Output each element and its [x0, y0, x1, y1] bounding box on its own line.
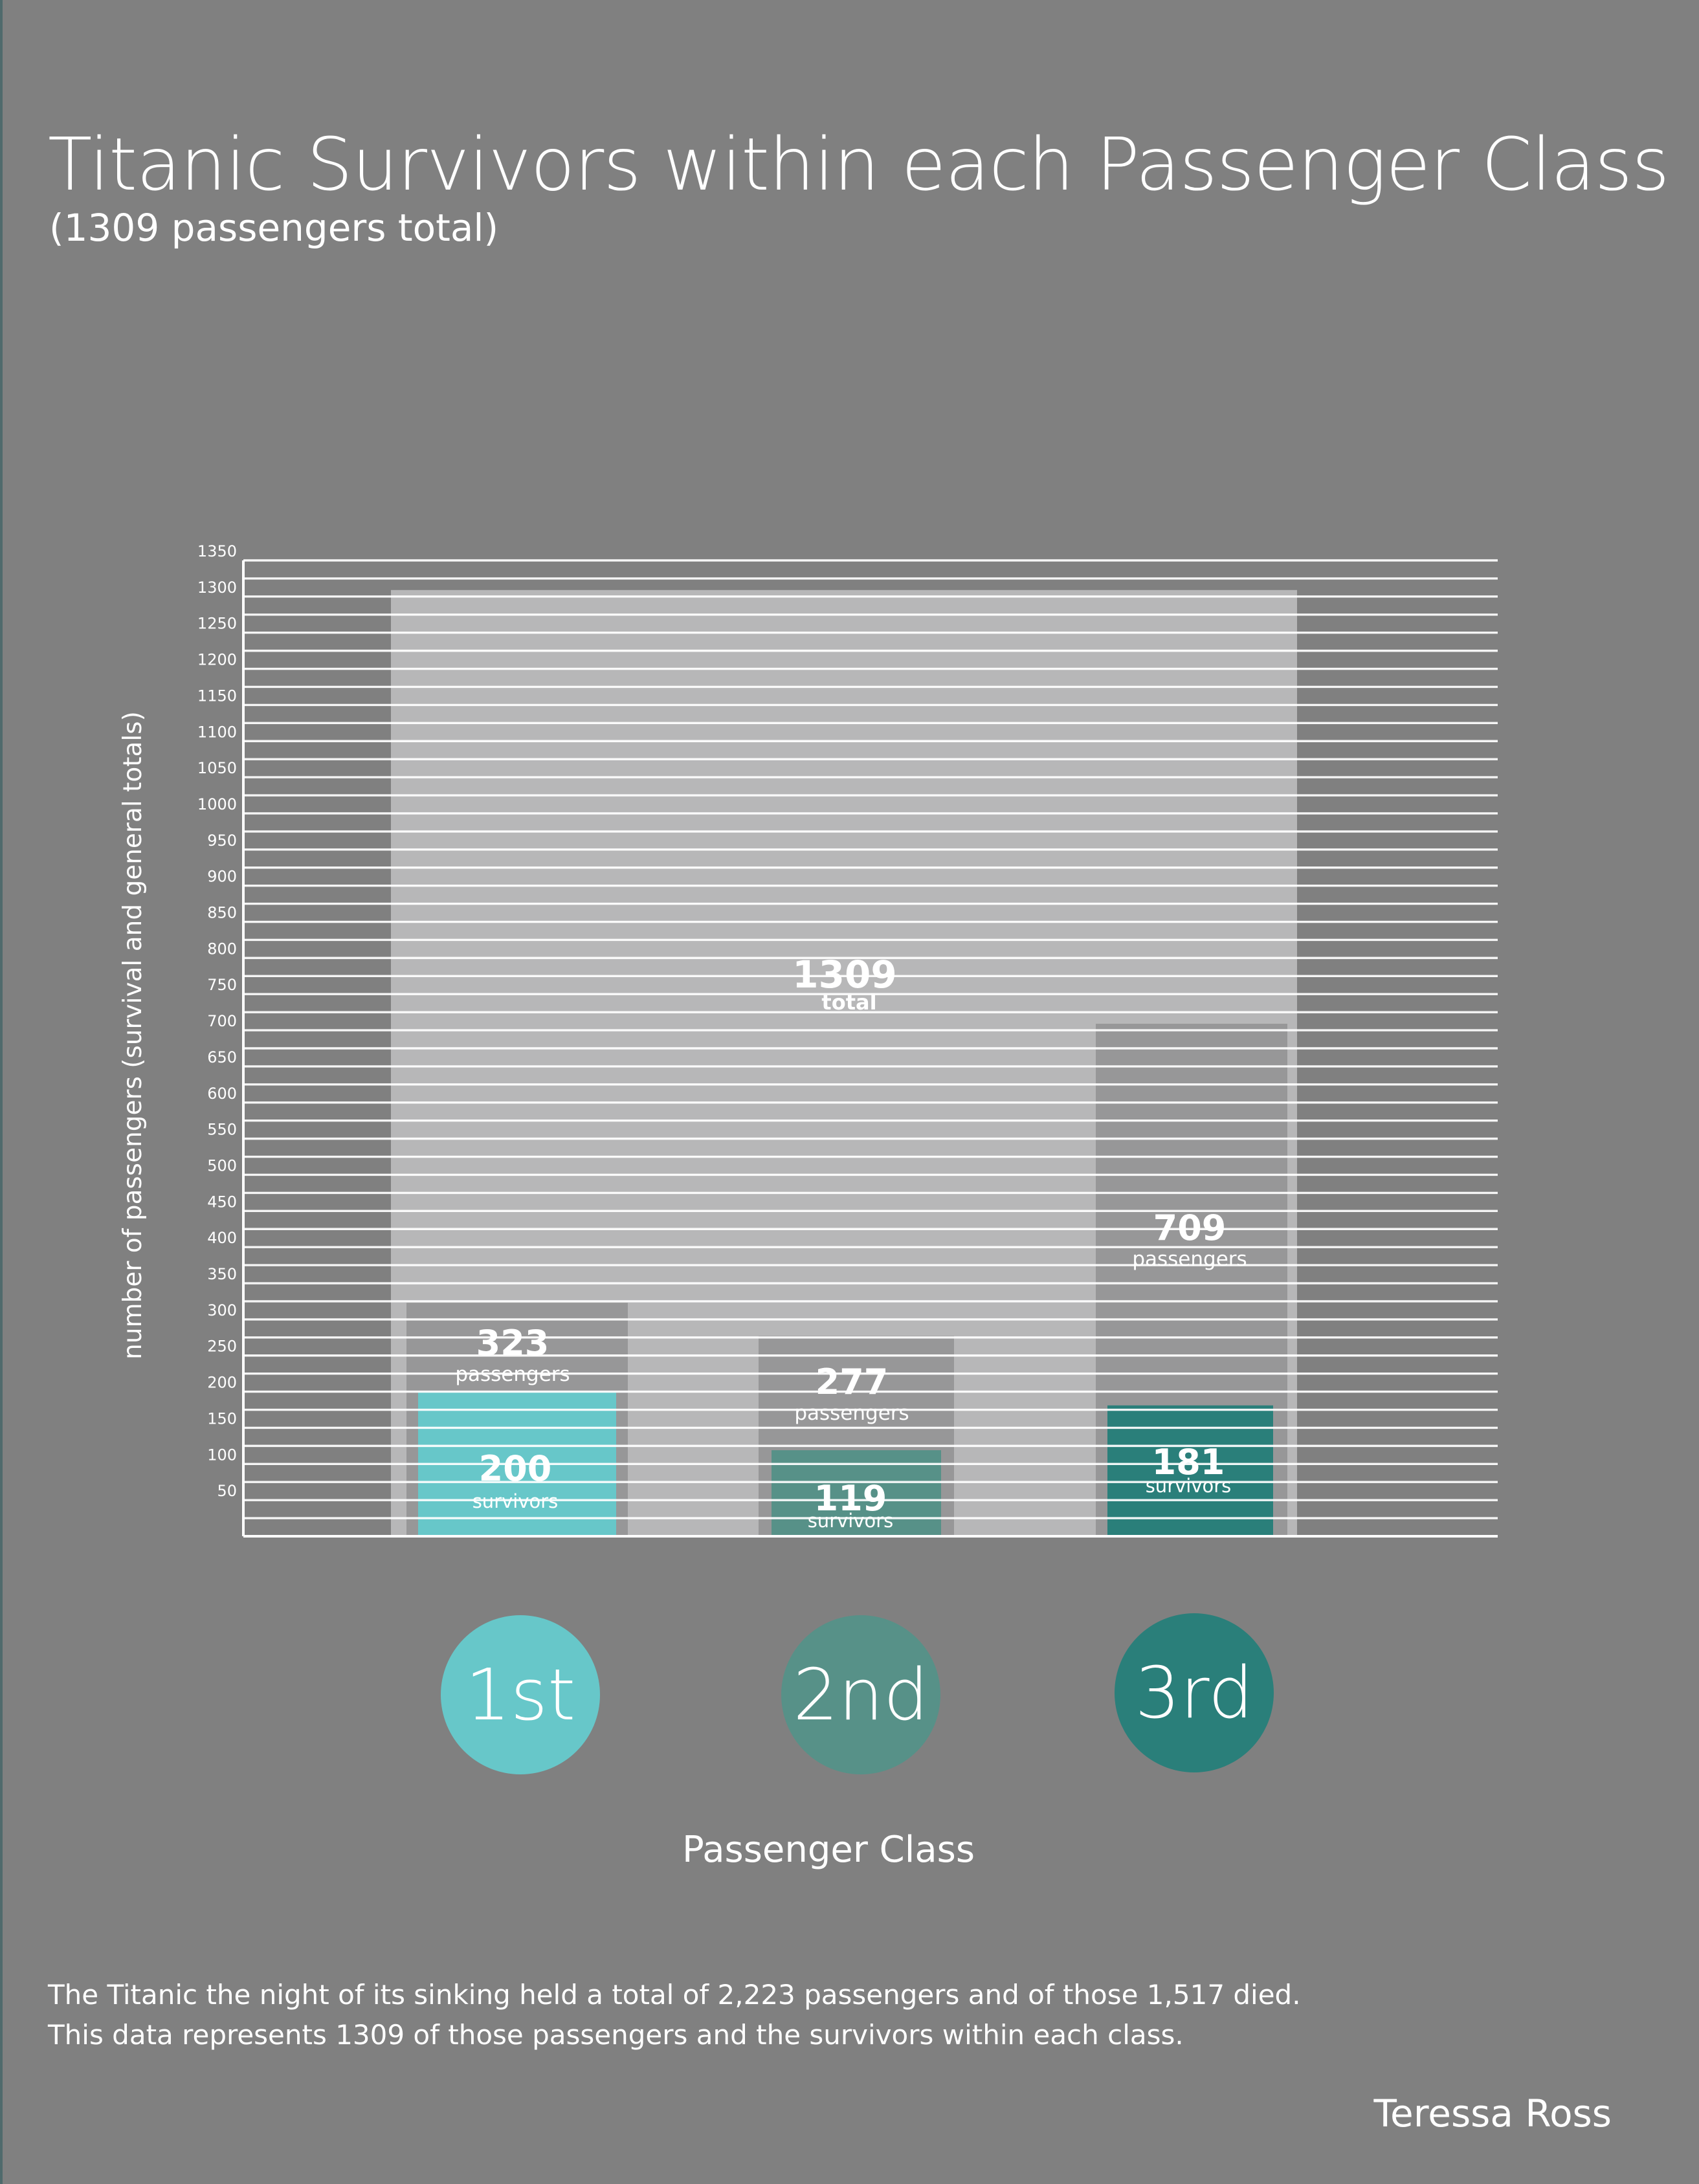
y-tick-label: 950: [207, 832, 237, 850]
survivors-value-label-1st: 200: [479, 1448, 552, 1489]
y-tick-label: 650: [207, 1048, 237, 1066]
y-tick-label: 600: [207, 1085, 237, 1103]
y-axis-title: number of passengers (survival and gener…: [118, 711, 148, 1360]
y-tick-label: 150: [207, 1409, 237, 1428]
passengers-unit-label-1st: passengers: [455, 1363, 570, 1386]
y-tick-label: 1250: [197, 615, 237, 633]
y-tick-label: 850: [207, 904, 237, 922]
y-tick-label: 1150: [197, 687, 237, 705]
class-badge-2nd: 2nd: [781, 1615, 940, 1774]
y-tick-label: 500: [207, 1156, 237, 1175]
chart-title: Titanic Survivors within each Passenger …: [48, 123, 1669, 207]
y-tick-label: 400: [207, 1229, 237, 1247]
y-tick-label: 1050: [197, 759, 237, 777]
y-tick-label: 1000: [197, 795, 237, 813]
passengers-unit-label-3rd: passengers: [1132, 1248, 1247, 1271]
survivors-value-label-2nd: 119: [814, 1478, 887, 1519]
y-tick-label: 250: [207, 1338, 237, 1356]
x-axis-label: Passenger Class: [682, 1829, 975, 1871]
survivors-value-label-3rd: 181: [1152, 1442, 1225, 1483]
class-badge-1st: 1st: [441, 1615, 600, 1774]
y-tick-label: 1100: [197, 723, 237, 741]
y-tick-label: 1350: [197, 542, 237, 560]
y-tick-label: 200: [207, 1374, 237, 1392]
chart-subtitle: (1309 passengers total): [49, 206, 499, 250]
author-credit: Teressa Ross: [1373, 2091, 1612, 2135]
y-tick-label: 900: [207, 868, 237, 886]
footnote-line-2: This data represents 1309 of those passe…: [48, 2019, 1184, 2051]
y-tick-label: 350: [207, 1265, 237, 1283]
y-tick-label: 1300: [197, 579, 237, 597]
y-tick-label: 50: [217, 1482, 237, 1500]
passengers-value-label-2nd: 277: [816, 1362, 889, 1402]
bar-chart: 50 100 150 200 250 300 350 400 450 500 550 600 650 70…: [118, 542, 1498, 1538]
y-tick-label: 800: [207, 940, 237, 958]
survivors-unit-label-1st: survivors: [472, 1490, 559, 1512]
total-unit-label: total: [821, 990, 876, 1015]
survivors-unit-label-3rd: survivors: [1146, 1475, 1232, 1497]
footnote-line-1: The Titanic the night of its sinking hel…: [48, 1979, 1301, 2011]
y-tick-label: 700: [207, 1012, 237, 1030]
passengers-unit-label-2nd: passengers: [794, 1402, 909, 1425]
y-tick-label: 550: [207, 1121, 237, 1139]
y-tick-label: 450: [207, 1193, 237, 1211]
y-tick-label: 1200: [197, 651, 237, 669]
passengers-value-label-3rd: 709: [1153, 1208, 1227, 1248]
survivors-unit-label-2nd: survivors: [808, 1510, 894, 1532]
passengers-value-label-1st: 323: [476, 1323, 550, 1363]
y-tick-label: 750: [207, 976, 237, 994]
total-value-label: 1309: [792, 953, 896, 997]
left-edge-strip: [0, 0, 3, 2184]
class-badge-3rd: 3rd: [1115, 1613, 1274, 1772]
y-tick-label: 100: [207, 1446, 237, 1464]
y-tick-label: 300: [207, 1301, 237, 1319]
